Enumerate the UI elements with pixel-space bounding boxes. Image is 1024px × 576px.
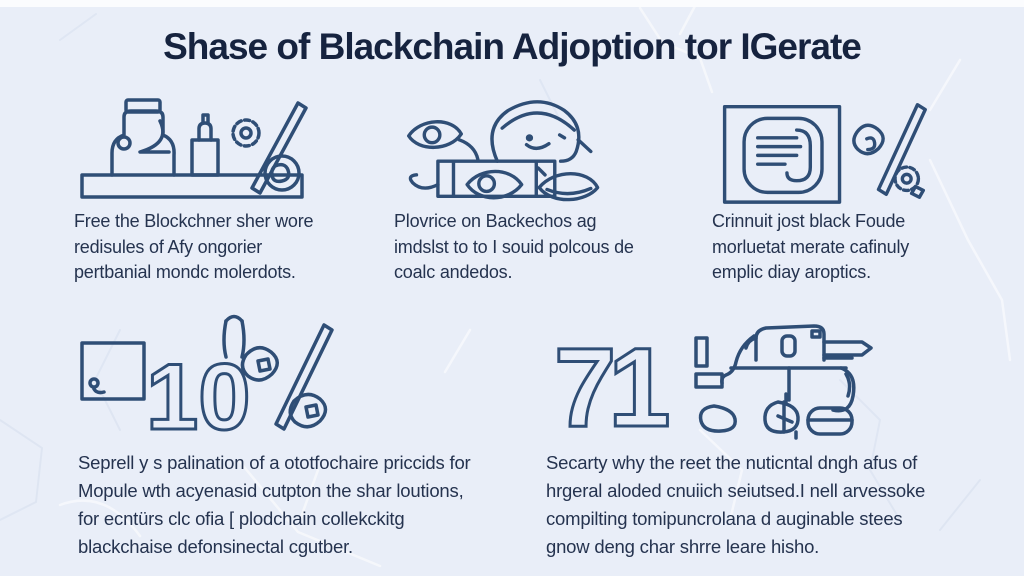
text-line: compilting tomipuncrolana d auginable st… (546, 508, 903, 529)
section-top-right: Crinnuit jost black Foude morluetat mera… (712, 95, 1024, 286)
text-line: Seprell y s palination of a ototfochaire… (78, 452, 471, 473)
text-line: imdslst to to I souid polcous de (394, 236, 634, 257)
big-number-71: 71 (546, 306, 1016, 452)
section-top-left: Free the Blockchner sher wore redisules … (74, 95, 386, 286)
square-frame-and-percent-doodle-icon (80, 314, 334, 431)
text-line: morluetat merate cafinuly (712, 236, 910, 257)
text-line: Mopule wth acyenasid cutpton the shar lo… (78, 480, 464, 501)
paragraph-top-left: Free the Blockchner sher wore redisules … (74, 209, 386, 286)
text-line: Free the Blockchner sher wore (74, 211, 314, 231)
text-line: blackchaise defonsinectal cgutber. (78, 536, 353, 557)
section-top-middle: Plovrice on Backechos ag imdslst to to I… (394, 95, 706, 286)
text-line: pertbanial mondc molerdots. (74, 262, 296, 282)
paragraph-top-right: Crinnuit jost black Foude morluetat mera… (712, 209, 1024, 286)
text-line: emplic diay aroptics. (712, 262, 871, 282)
big-number-10-percent: 10 (78, 312, 548, 451)
document-square-percent-icon (712, 95, 1024, 204)
tank-doodle-icon (694, 324, 873, 440)
text-line: redisules of Afy ongorier (74, 236, 263, 257)
text-line: for ecntürs clc ofia [ plodchain collekc… (78, 508, 405, 529)
big-number-value: 71 (554, 325, 668, 442)
paragraph-top-middle: Plovrice on Backechos ag imdslst to to I… (394, 209, 706, 286)
big-number-value: 10 (146, 344, 251, 442)
text-line: coalc andedos. (394, 262, 513, 282)
top-white-strip (0, 0, 1024, 7)
section-bottom-right: 71 (546, 306, 1016, 561)
paragraph-bottom-left: Seprell y s palination of a ototfochaire… (78, 449, 548, 561)
text-line: Secarty why the reet the nuticntal dngh … (546, 452, 918, 473)
text-line: gnow deng char shrre leare hisho. (546, 536, 820, 557)
blob-face-eyes-icon (394, 95, 706, 203)
text-line: Plovrice on Backechos ag (394, 211, 597, 231)
section-bottom-left: 10 Seprell y s palination of a ototfocha… (78, 312, 548, 561)
statue-bottles-percent-icon (74, 95, 386, 203)
text-line: hrgeral aloded cnuiich seiutsed.I nell a… (546, 480, 926, 501)
page-title: Shase of Blackchain Adjoption tor IGerat… (163, 26, 862, 67)
paragraph-bottom-right: Secarty why the reet the nuticntal dngh … (546, 449, 1016, 561)
text-line: Crinnuit jost black Foude (712, 211, 906, 231)
